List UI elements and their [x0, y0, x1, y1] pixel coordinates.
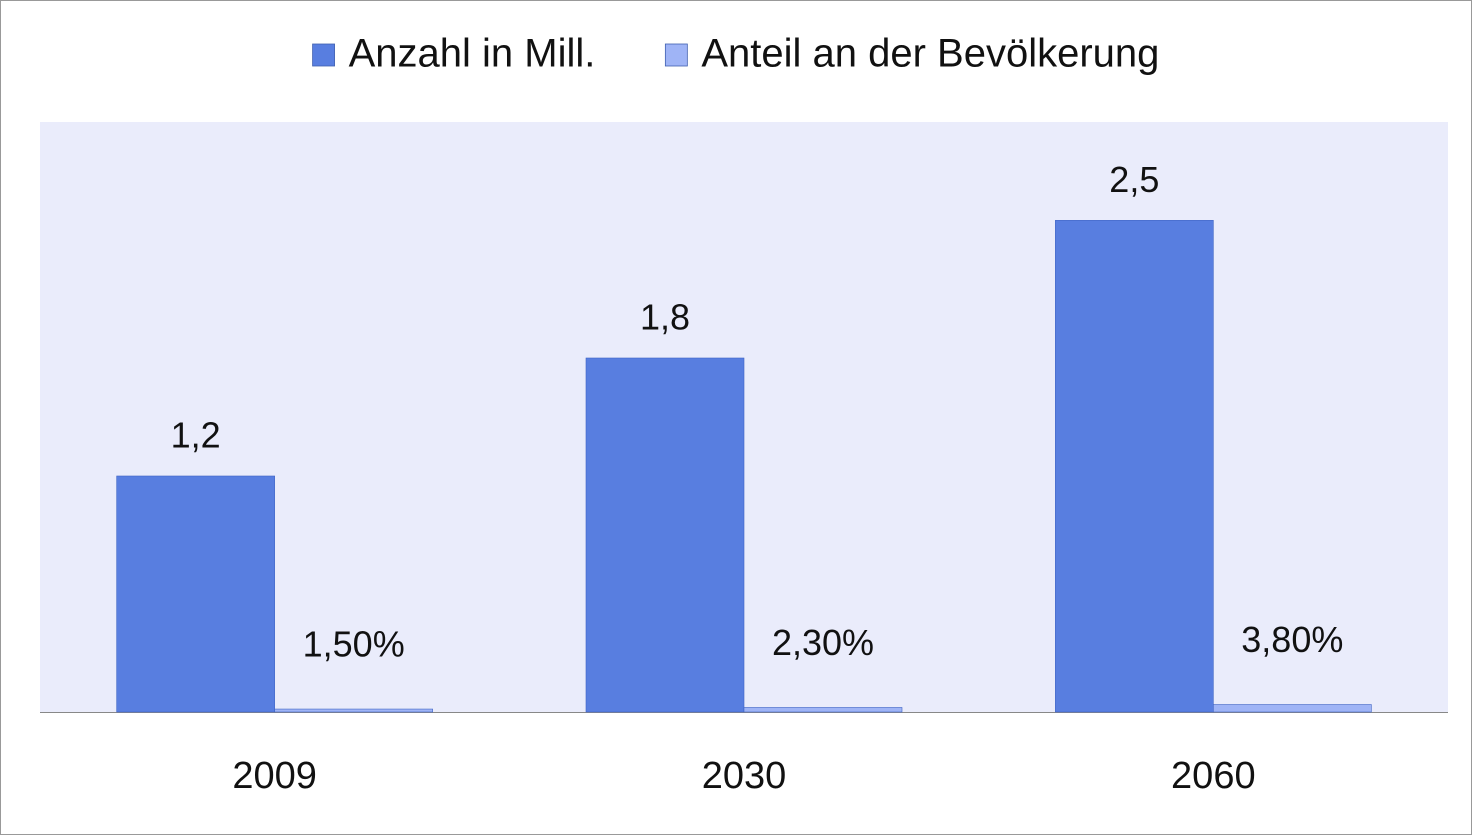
- bar: [1055, 220, 1214, 713]
- value-label: 2,30%: [772, 622, 874, 663]
- legend-swatch: [312, 43, 335, 67]
- value-label: 3,80%: [1241, 619, 1343, 660]
- bar: [274, 708, 433, 713]
- value-label: 1,50%: [303, 624, 405, 665]
- value-label: 1,8: [640, 297, 690, 338]
- bar: [743, 707, 903, 713]
- legend-label: Anzahl in Mill.: [349, 32, 596, 76]
- legend-label: Anteil an der Bevölkerung: [701, 32, 1159, 76]
- x-tick-label: 2030: [702, 755, 787, 797]
- x-tick-label: 2060: [1171, 755, 1256, 797]
- value-label: 1,2: [171, 415, 221, 456]
- bar: [116, 475, 275, 713]
- bar: [585, 357, 745, 713]
- x-tick-label: 2009: [232, 755, 317, 797]
- legend-swatch: [664, 43, 688, 67]
- bar: [1213, 704, 1372, 713]
- value-label: 2,5: [1109, 159, 1159, 200]
